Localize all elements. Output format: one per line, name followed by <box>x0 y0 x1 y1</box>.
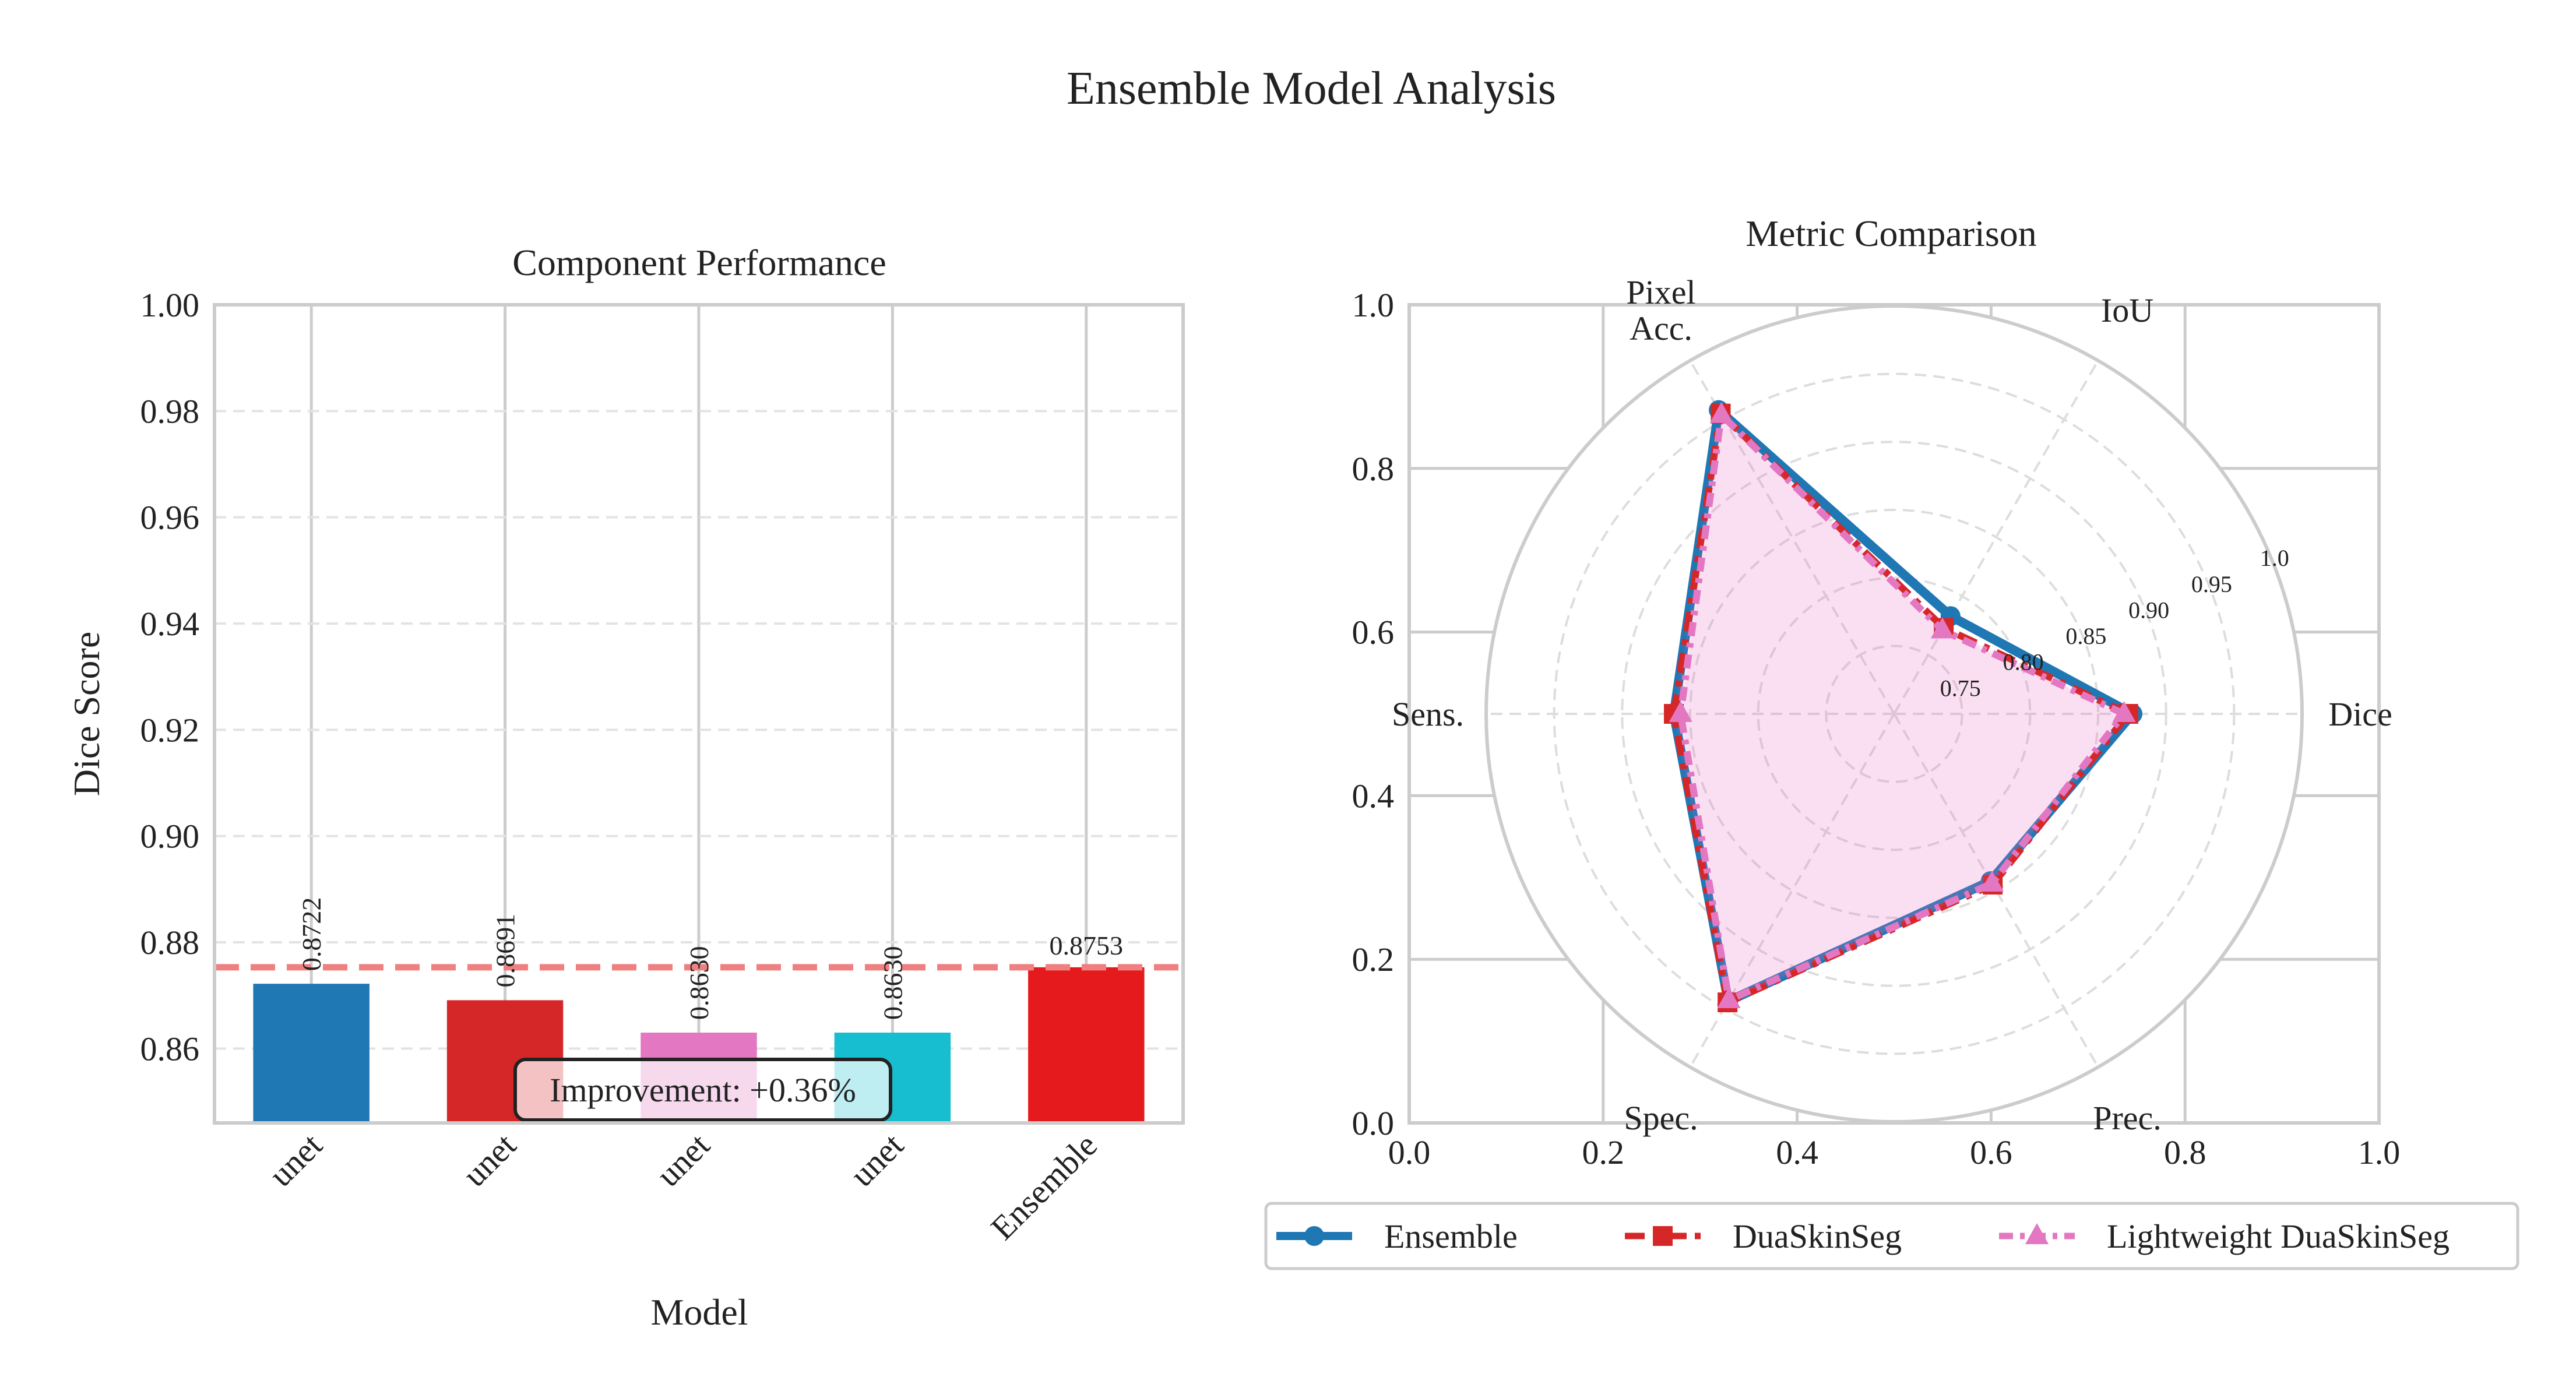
legend-item-3: Lightweight DuaSkinSeg <box>1999 1217 2450 1255</box>
bar-y-axis-label: Dice Score <box>66 632 107 797</box>
bar-value-label: 0.8753 <box>1050 931 1124 960</box>
legend-label: Lightweight DuaSkinSeg <box>2107 1217 2450 1255</box>
legend: Ensemble DuaSkinSeg Lightweight DuaSkinSeg <box>1264 1202 2519 1270</box>
radar-r-tick: 0.80 <box>2003 649 2044 675</box>
radar-point <box>1709 402 1733 423</box>
bar-y-tick-label: 0.98 <box>140 392 200 430</box>
bar-y-tick-label: 0.96 <box>140 499 200 537</box>
bar-y-tick-label: 0.88 <box>140 924 200 962</box>
radar-outer-x-tick: 0.4 <box>1776 1133 1818 1171</box>
radar-spoke <box>1893 360 2099 715</box>
radar-chart-title: Metric Comparison <box>1746 213 2036 254</box>
bar-1 <box>253 984 369 1123</box>
bar-x-tick-label: unet <box>649 1126 717 1194</box>
radar-axis-label: Spec. <box>1624 1099 1698 1137</box>
bar-value-label: 0.8691 <box>491 914 520 988</box>
bar-chart-title: Component Performance <box>512 242 886 283</box>
radar-chart: Metric Comparison 0.75 0.80 0.85 0.90 0.95 1.… <box>1352 213 2401 1171</box>
bar-y-tick-label: 0.94 <box>140 605 200 643</box>
radar-point <box>1930 617 1954 639</box>
radar-outer-y-tick: 0.4 <box>1352 777 1395 815</box>
radar-outer-y-tick: 0.8 <box>1352 450 1395 488</box>
radar-point <box>1980 870 2004 892</box>
bar-value-label: 0.8630 <box>684 946 714 1020</box>
radar-axis-label: Sens. <box>1392 695 1464 733</box>
legend-item-2: DuaSkinSeg <box>1625 1217 1902 1255</box>
radar-series-3 <box>1669 402 2136 1009</box>
radar-r-tick: 0.95 <box>2191 571 2232 597</box>
bar-plot-frame <box>213 303 1185 1125</box>
radar-series <box>1664 400 2143 1013</box>
bar-gridlines <box>214 304 1183 1123</box>
bar-y-ticks: 0.86 0.88 0.90 0.92 0.94 0.96 0.98 1.00 <box>140 286 200 1068</box>
bar-x-tick-label: unet <box>455 1126 523 1194</box>
radar-outer-circle <box>1484 304 2304 1124</box>
radar-outer-x-tick: 0.2 <box>1582 1133 1625 1171</box>
legend-box <box>1264 1202 2519 1270</box>
bar-value-label: 0.8630 <box>878 946 907 1020</box>
radar-outer-x-tick: 1.0 <box>2358 1133 2401 1171</box>
radar-point <box>1717 987 1741 1009</box>
radar-outer-ticks: 0.0 0.2 0.4 0.6 0.8 1.0 0.0 0.2 0.4 0.6 0.8 1.0 <box>1352 286 2401 1171</box>
bar-x-tick-label: unet <box>262 1126 330 1194</box>
radar-radial-ticks: 0.75 0.80 0.85 0.90 0.95 1.0 <box>1940 545 2289 701</box>
radar-outer-y-tick: 0.2 <box>1352 941 1395 978</box>
radar-ring <box>1689 509 2099 919</box>
bar-y-tick-label: 1.00 <box>140 286 200 324</box>
bar-x-axis-label: Model <box>650 1291 748 1333</box>
legend-item-1: Ensemble <box>1276 1217 1518 1255</box>
radar-outer-y-tick: 0.6 <box>1352 614 1395 652</box>
radar-outer-x-tick: 0.0 <box>1388 1133 1431 1171</box>
bar-x-ticks: unet unet unet unet Ensemble <box>262 1126 1104 1247</box>
radar-r-tick: 0.75 <box>1940 675 1981 701</box>
radar-axis-label: IoU <box>2101 291 2153 329</box>
radar-outer-y-tick: 0.0 <box>1352 1104 1395 1142</box>
radar-spoke <box>1893 713 2099 1068</box>
figure-title: Ensemble Model Analysis <box>1067 63 1556 114</box>
bar-y-tick-label: 0.92 <box>140 711 200 749</box>
bar-y-tick-label: 0.90 <box>140 818 200 855</box>
legend-marker <box>1653 1226 1673 1246</box>
radar-axis-label: Pixel <box>1626 273 1695 311</box>
bar-y-tick-label: 0.86 <box>140 1030 200 1068</box>
radar-r-tick: 0.90 <box>2128 597 2169 623</box>
radar-point <box>2112 701 2136 722</box>
bar-chart: Component Performance 0.8722 0.8691 0.8630… <box>66 242 1185 1333</box>
annotation-text: Improvement: +0.36% <box>550 1071 856 1109</box>
radar-point <box>1669 701 1692 722</box>
improvement-annotation: Improvement: +0.36% <box>513 1058 892 1122</box>
radar-outer-x-tick: 0.6 <box>1970 1133 2012 1171</box>
bar-x-tick-label: Ensemble <box>983 1126 1104 1247</box>
radar-r-tick: 0.85 <box>2065 623 2106 649</box>
radar-axis-label: Dice <box>2328 695 2392 733</box>
radar-ring <box>1825 645 1963 783</box>
radar-outer-y-tick: 1.0 <box>1352 286 1395 324</box>
bar-value-labels: 0.8722 0.8691 0.8630 0.8630 0.8753 <box>297 897 1123 1020</box>
bar-5 <box>1028 967 1145 1123</box>
radar-axis-label: Prec. <box>2093 1099 2162 1137</box>
radar-r-tick: 1.0 <box>2260 545 2289 571</box>
legend-marker <box>2025 1223 2049 1244</box>
bar-value-label: 0.8722 <box>297 897 326 971</box>
legend-label: Ensemble <box>1384 1217 1518 1255</box>
radar-axis-label: Acc. <box>1630 309 1692 347</box>
legend-marker <box>1304 1226 1324 1246</box>
annotation-box <box>513 1058 892 1122</box>
radar-outer-x-tick: 0.8 <box>2164 1133 2207 1171</box>
legend-label: DuaSkinSeg <box>1733 1217 1902 1255</box>
bar-x-tick-label: unet <box>843 1126 911 1194</box>
